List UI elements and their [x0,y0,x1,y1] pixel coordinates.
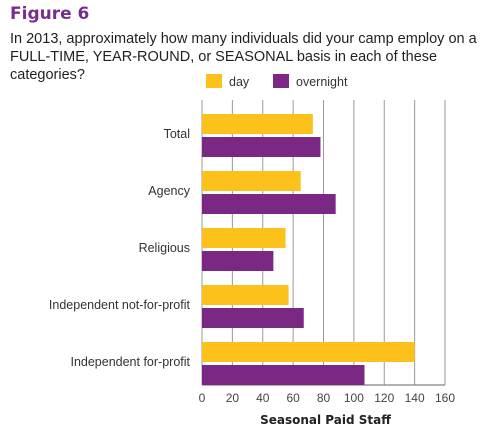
x-tick-label: 120 [374,391,394,405]
bar-overnight [202,137,321,157]
x-tick-label: 140 [405,391,425,405]
category-label: Religious [139,241,190,255]
figure-label: Figure 6 [10,4,90,24]
bar-overnight [202,365,365,385]
category-label: Total [164,127,190,141]
bar-day [202,171,301,191]
bar-day [202,285,289,305]
legend-swatch-overnight [273,74,289,88]
category-label: Independent not-for-profit [49,298,191,312]
x-axis-label: Seasonal Paid Staff [260,413,391,427]
x-tick-label: 40 [256,391,270,405]
chart-question: In 2013, approximately how many individu… [10,31,477,83]
bar-day [202,342,415,362]
bar-day [202,114,313,134]
x-tick-label: 20 [226,391,240,405]
category-label: Independent for-profit [70,355,190,369]
bar-overnight [202,251,274,271]
legend-label-overnight: overnight [296,75,348,89]
category-label: Agency [148,184,190,198]
x-tick-label: 60 [286,391,300,405]
x-tick-label: 100 [344,391,364,405]
x-tick-label: 160 [435,391,455,405]
x-tick-label: 0 [199,391,206,405]
bar-overnight [202,308,304,328]
bar-overnight [202,194,336,214]
bar-day [202,228,286,248]
legend-swatch-day [206,74,222,88]
legend-label-day: day [229,75,250,89]
x-tick-label: 80 [317,391,331,405]
